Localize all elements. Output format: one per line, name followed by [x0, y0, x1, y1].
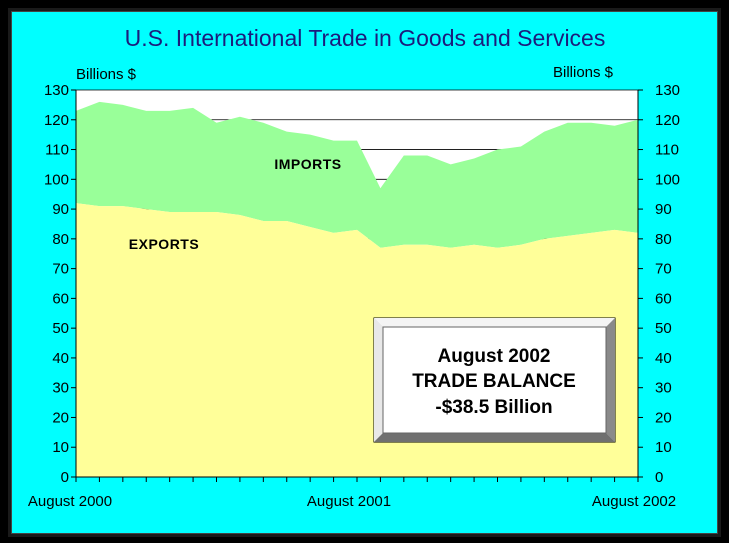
y-tick-label-left: 0: [61, 469, 69, 486]
y-tick-label-right: 130: [655, 82, 680, 99]
y-tick-label-right: 20: [655, 409, 672, 426]
imports-area: [76, 101, 638, 248]
x-tick-label: August 2002: [592, 493, 676, 510]
axes: [71, 89, 643, 482]
x-ticks: August 2000 August 2001 August 2002: [28, 493, 676, 510]
y-tick-label-left: 20: [52, 409, 69, 426]
y-axis-right-label: Billions $: [553, 64, 614, 81]
y-tick-label-left: 110: [45, 142, 69, 159]
y-ticks-right: 0 10 20 30 40 50 60 70 80 90 100 110 120 130: [655, 82, 680, 486]
y-tick-label-left: 30: [52, 380, 69, 397]
y-tick-label-right: 40: [655, 350, 672, 367]
box-line-2: TRADE BALANCE: [412, 371, 576, 392]
box-face: [382, 326, 607, 434]
series-label-exports: EXPORTS: [129, 236, 199, 252]
y-tick-label-left: 70: [52, 261, 69, 278]
y-tick-label-right: 70: [655, 261, 672, 278]
box-bevel-right: [606, 318, 615, 442]
y-tick-label-left: 50: [52, 320, 69, 337]
trade-balance-box: August 2002 TRADE BALANCE -$38.5 Billion: [373, 317, 616, 443]
x-tick-label: August 2001: [307, 493, 391, 510]
y-tick-label-left: 80: [52, 231, 69, 248]
y-tick-label-right: 90: [655, 201, 672, 218]
y-tick-label-left: 40: [52, 350, 69, 367]
y-tick-label-right: 80: [655, 231, 672, 248]
y-tick-label-left: 90: [52, 201, 69, 218]
y-tick-label-left: 100: [44, 171, 69, 188]
y-tick-label-right: 100: [655, 171, 680, 188]
y-tick-label-left: 60: [52, 290, 69, 307]
x-tick-label: August 2000: [28, 493, 112, 510]
y-tick-label-right: 60: [655, 290, 672, 307]
box-line-3: -$38.5 Billion: [435, 397, 552, 418]
y-tick-label-right: 10: [655, 439, 672, 456]
box-bevel-top: [374, 318, 615, 327]
y-tick-label-left: 130: [44, 82, 69, 99]
y-tick-label-right: 30: [655, 380, 672, 397]
box-bevel-left: [374, 318, 383, 442]
box-bevel-bottom: [374, 433, 615, 442]
y-tick-label-left: 120: [44, 112, 69, 129]
chart-title: U.S. International Trade in Goods and Se…: [125, 25, 606, 51]
y-axis-left-label: Billions $: [76, 66, 137, 83]
y-tick-label-left: 10: [52, 439, 69, 456]
y-tick-label-right: 110: [655, 142, 679, 159]
y-tick-label-right: 120: [655, 112, 680, 129]
box-line-1: August 2002: [438, 346, 551, 367]
y-tick-label-right: 0: [655, 469, 663, 486]
series-label-imports: IMPORTS: [274, 156, 341, 172]
y-ticks-left: 0 10 20 30 40 50 60 70 80 90 100 110 120 130: [44, 82, 69, 486]
y-tick-label-right: 50: [655, 320, 672, 337]
